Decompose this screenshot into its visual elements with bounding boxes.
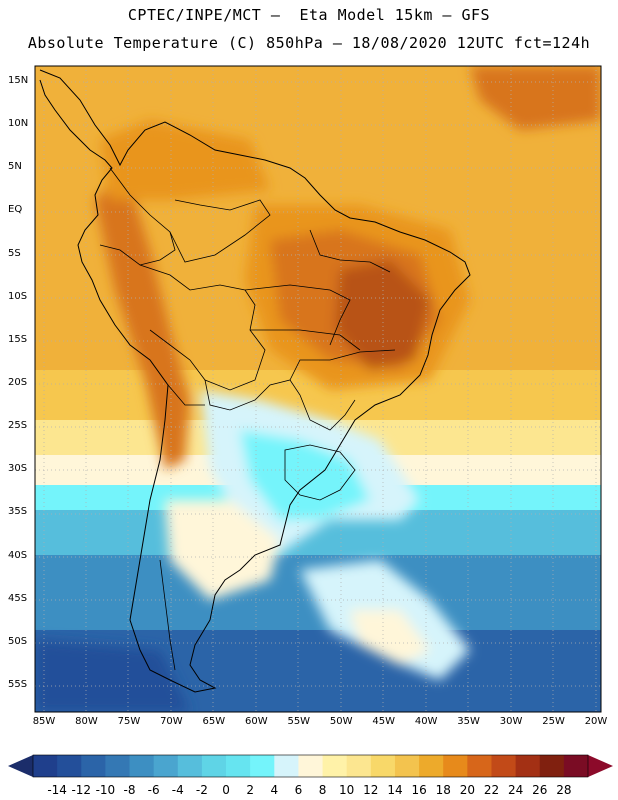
lat-label: 25S (8, 420, 28, 432)
colorbar-label: 10 (339, 783, 355, 797)
lon-label: 60W (244, 716, 268, 727)
colorbar-swatch (394, 755, 420, 777)
colorbar-label: 22 (483, 783, 500, 797)
colorbar-over-arrow (588, 755, 613, 777)
colorbar-swatch (491, 755, 517, 777)
colorbar-swatch (563, 755, 589, 777)
colorbar-label: -12 (71, 783, 92, 797)
lon-label: 65W (202, 716, 226, 727)
lat-label: 10N (8, 118, 29, 130)
lon-label: 35W (457, 716, 480, 727)
colorbar-label: -10 (95, 783, 116, 797)
colorbar-label: -14 (47, 783, 67, 797)
colorbar-label: 12 (363, 783, 379, 797)
lat-label: 45S (8, 592, 28, 604)
colorbar-label: 8 (318, 783, 327, 797)
title-line-2: Absolute Temperature (C) 850hPa – 18/08/… (27, 34, 591, 52)
country-borders (99, 167, 396, 671)
colorbar-frame (32, 754, 589, 778)
colorbar-label: 14 (387, 783, 403, 797)
colorbar-label: 0 (222, 783, 230, 797)
colorbar-label: 6 (294, 783, 303, 797)
colorbar-swatch (298, 755, 324, 777)
colorbar-swatch (346, 755, 372, 777)
colorbar-swatch (443, 755, 468, 777)
colorbar-swatch (467, 755, 492, 777)
lat-label: 15N (8, 75, 29, 86)
lat-label: 15S (8, 333, 28, 345)
lat-label: 40S (8, 549, 28, 561)
lat-label: 50S (8, 635, 28, 647)
lon-label: 75W (117, 716, 141, 727)
lon-label: 20W (584, 716, 608, 727)
lat-label: 55S (8, 679, 28, 690)
lon-label: 70W (160, 716, 183, 727)
colorbar-label: 16 (411, 783, 427, 797)
field-northeast-corner-hot (470, 66, 601, 130)
colorbar-label: -2 (195, 783, 208, 797)
colorbar-label: 20 (459, 783, 475, 797)
lon-label: 55W (287, 716, 311, 727)
colorbar-swatch (419, 755, 444, 777)
field-andes-ridge (95, 170, 190, 470)
colorbar (8, 754, 613, 778)
title-line-1: CPTEC/INPE/MCT – Eta Model 15km – GFS (127, 6, 491, 24)
coastline-south-america (39, 69, 471, 693)
colorbar-label: 18 (435, 783, 451, 797)
colorbar-label: -6 (147, 783, 160, 797)
lat-label: 5N (8, 161, 22, 173)
field-patagonia-pale (165, 500, 280, 600)
lon-label: 80W (75, 716, 98, 727)
colorbar-label: 28 (556, 783, 572, 797)
colorbar-swatch (370, 755, 396, 777)
colorbar-swatch (274, 755, 299, 777)
lon-label: 45W (372, 716, 395, 727)
field-southwest-cold (35, 640, 190, 712)
colorbar-swatch (57, 755, 82, 777)
plot-frame (34, 65, 602, 713)
colorbar-swatch (153, 755, 179, 777)
colorbar-swatch (177, 755, 203, 777)
lat-label: 30S (8, 463, 28, 475)
field-ocean-pale-tongue (350, 610, 430, 665)
field-cold-core (240, 430, 370, 520)
colorbar-label: -4 (171, 783, 184, 797)
lat-label: 10S (8, 290, 28, 302)
colorbar-swatch (539, 755, 565, 777)
colorbar-label: 2 (246, 783, 254, 797)
colorbar-swatch (226, 755, 251, 777)
colorbar-label: 24 (507, 783, 524, 797)
lat-label: 5S (8, 247, 21, 259)
lon-label: 50W (329, 716, 353, 727)
colorbar-label: 4 (270, 783, 279, 797)
colorbar-label: 26 (532, 783, 548, 797)
lat-label: 35S (8, 506, 28, 518)
colorbar-swatch (322, 755, 348, 777)
field-caribbean-hot (100, 120, 270, 200)
colorbar-swatch (515, 755, 541, 777)
colorbar-swatch (81, 755, 106, 777)
colorbar-swatch (201, 755, 227, 777)
field-hotspot-northeast (335, 260, 430, 370)
lat-label: EQ (8, 204, 23, 216)
lon-label: 85W (32, 716, 56, 727)
colorbar-under-arrow (8, 755, 33, 777)
colorbar-label: -8 (123, 783, 136, 797)
lat-label: 20S (8, 377, 28, 388)
temperature-field (35, 66, 601, 712)
colorbar-swatch (129, 755, 155, 777)
lon-label: 30W (499, 716, 523, 727)
lon-label: 25W (542, 716, 565, 727)
lon-label: 40W (414, 716, 438, 727)
colorbar-swatch (105, 755, 131, 777)
colorbar-swatch (33, 755, 58, 777)
colorbar-swatch (250, 755, 275, 777)
